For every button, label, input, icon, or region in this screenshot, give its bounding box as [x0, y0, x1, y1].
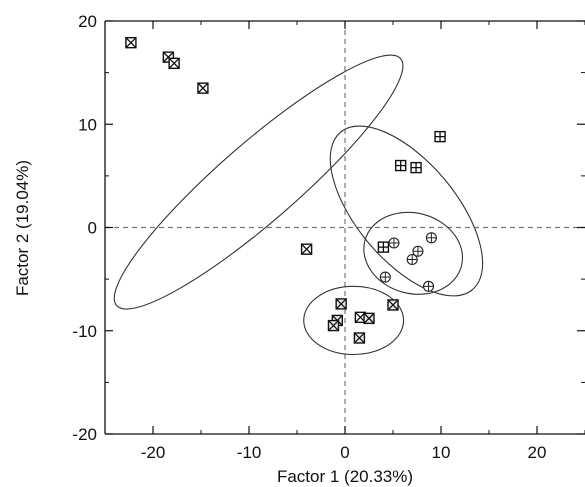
- data-point: [422, 280, 435, 292]
- data-point: [412, 245, 424, 257]
- point-cross-b: [328, 320, 339, 332]
- data-point: [377, 241, 390, 253]
- reference-lines: [105, 21, 585, 434]
- point-cross-b: [353, 332, 365, 344]
- tick-labels: -20 -10 0 10 20 -20 -10 0 10 20: [72, 12, 546, 462]
- point-cross-b: [363, 312, 375, 324]
- point-cross-b: [125, 37, 137, 49]
- point-cross-b: [162, 51, 174, 63]
- data-point: [410, 161, 422, 174]
- x-tick-label: -20: [141, 443, 166, 462]
- group-ellipse-4: [303, 285, 405, 356]
- y-tick-label: 10: [78, 115, 97, 134]
- data-point: [353, 332, 366, 344]
- x-tick-label: 10: [432, 443, 451, 462]
- y-tick-label: 0: [88, 219, 97, 238]
- data-point: [300, 243, 313, 255]
- data-point: [335, 298, 347, 310]
- y-tick-label: -20: [72, 425, 97, 444]
- group-ellipses: [113, 54, 484, 356]
- x-tick-label: 20: [528, 443, 547, 462]
- point-cross-b: [301, 243, 313, 255]
- x-tick-label: 0: [340, 443, 349, 462]
- data-point: [327, 319, 340, 332]
- data-point: [363, 312, 375, 325]
- x-axis-title: Factor 1 (20.33%): [277, 467, 413, 486]
- group-ellipse-2: [329, 125, 484, 297]
- point-cross-b: [197, 82, 209, 94]
- point-cross-b: [335, 298, 347, 310]
- data-point: [388, 237, 400, 249]
- y-tick-label: -10: [72, 322, 97, 341]
- y-axis-title: Factor 2 (19.04%): [13, 160, 32, 296]
- axes: [104, 20, 585, 435]
- point-cross-b: [168, 57, 180, 69]
- point-cross-b: [387, 299, 399, 311]
- data-point: [394, 159, 407, 172]
- x-tick-label: -10: [237, 443, 262, 462]
- data-point: [168, 57, 180, 70]
- data-point: [125, 36, 137, 49]
- data-point: [434, 130, 446, 143]
- group-ellipse-3: [363, 211, 464, 295]
- group-ellipse-1: [113, 54, 404, 310]
- y-tick-label: 20: [78, 12, 97, 31]
- data-point: [387, 299, 399, 311]
- data-points: [125, 36, 446, 344]
- data-point: [162, 51, 175, 63]
- data-point: [425, 232, 437, 244]
- data-point: [406, 253, 418, 266]
- data-point: [197, 82, 209, 94]
- data-point: [379, 271, 391, 283]
